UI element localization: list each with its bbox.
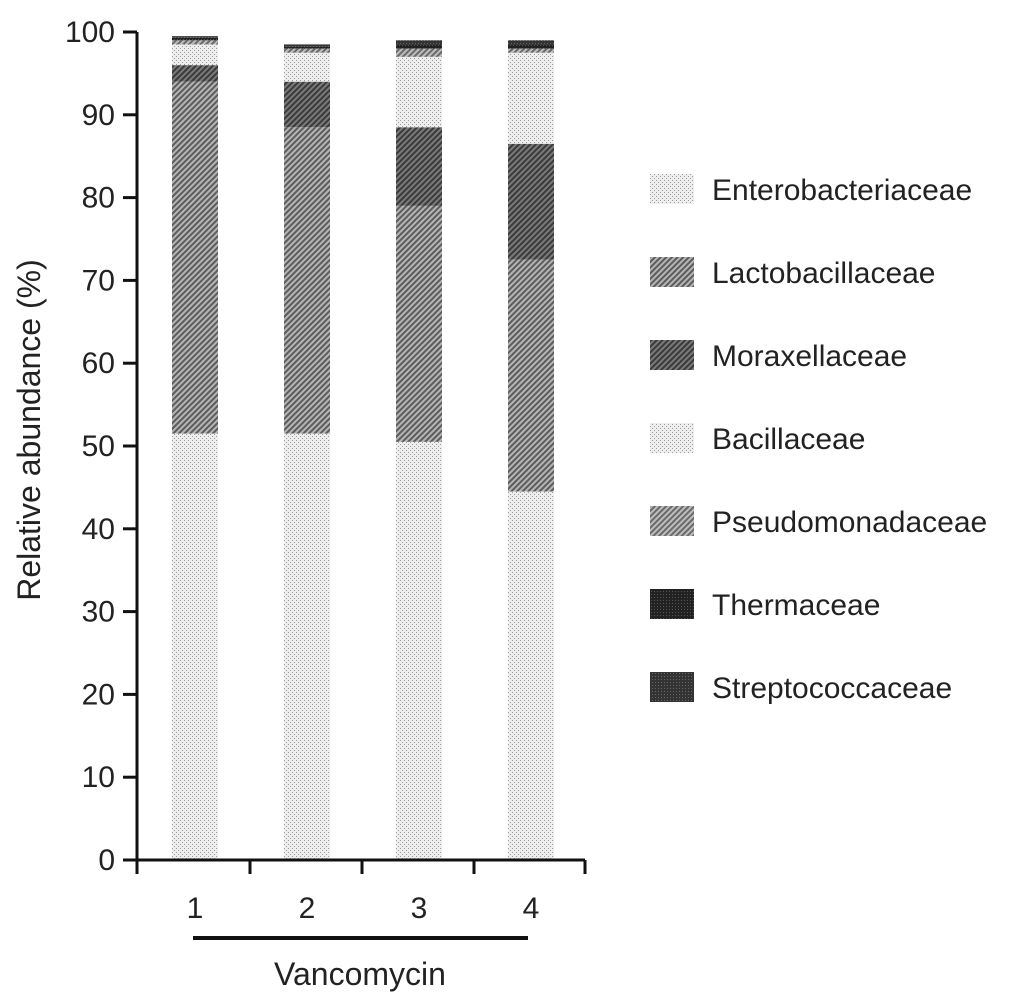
legend-label-streptococcaceae: Streptococcaceae	[712, 672, 952, 705]
bar-segment-streptococcaceae-1	[172, 36, 218, 38]
bar-segment-lactobacillaceae-1	[172, 81, 218, 434]
legend-label-pseudomonadaceae: Pseudomonadaceae	[712, 506, 987, 539]
legend-swatch-thermaceae	[650, 589, 694, 619]
bar-segment-pseudomonadaceae-4	[508, 48, 554, 53]
y-tick-label-70: 70	[82, 264, 115, 297]
bar-segment-streptococcaceae-3	[396, 40, 442, 45]
y-tick-label-90: 90	[82, 99, 115, 132]
bars-layer	[172, 36, 554, 860]
legend-label-enterobacteriaceae: Enterobacteriaceae	[712, 174, 972, 207]
bar-segment-enterobacteriaceae-3	[396, 441, 442, 860]
bar-segment-moraxellaceae-4	[508, 143, 554, 260]
bar-segment-thermaceae-4	[508, 44, 554, 49]
y-tick-label-100: 100	[65, 16, 115, 49]
bar-segment-lactobacillaceae-2	[284, 127, 330, 434]
bar-segment-pseudomonadaceae-2	[284, 48, 330, 53]
bar-segment-enterobacteriaceae-2	[284, 433, 330, 860]
bar-segment-pseudomonadaceae-1	[172, 40, 218, 45]
bar-segment-thermaceae-1	[172, 37, 218, 41]
bar-segment-lactobacillaceae-3	[396, 205, 442, 442]
bar-segment-bacillaceae-2	[284, 52, 330, 82]
bar-segment-streptococcaceae-2	[284, 44, 330, 47]
bar-segment-pseudomonadaceae-3	[396, 48, 442, 57]
y-axis-label: Relative abundance (%)	[11, 259, 47, 601]
group-label: Vancomycin	[274, 956, 446, 992]
bar-segment-lactobacillaceae-4	[508, 259, 554, 492]
y-tick-label-0: 0	[98, 844, 115, 877]
legend-label-thermaceae: Thermaceae	[712, 589, 880, 622]
legend-swatch-streptococcaceae	[650, 672, 694, 702]
x-tick-label-2: 2	[299, 892, 316, 925]
legend-swatch-pseudomonadaceae	[650, 506, 694, 536]
legend-label-lactobacillaceae: Lactobacillaceae	[712, 257, 936, 290]
bar-segment-enterobacteriaceae-1	[172, 433, 218, 860]
legend-swatch-lactobacillaceae	[650, 257, 694, 287]
legend: Enterobacteriaceae Lactobacillaceae Moraxe…	[650, 174, 987, 705]
bar-segment-bacillaceae-3	[396, 56, 442, 128]
bar-segment-bacillaceae-1	[172, 44, 218, 66]
x-tick-label-1: 1	[187, 892, 204, 925]
bar-segment-streptococcaceae-4	[508, 40, 554, 45]
y-tick-label-20: 20	[82, 678, 115, 711]
bar-segment-enterobacteriaceae-4	[508, 491, 554, 860]
legend-label-bacillaceae: Bacillaceae	[712, 423, 865, 456]
bar-segment-thermaceae-2	[284, 46, 330, 49]
legend-swatch-enterobacteriaceae	[650, 174, 694, 204]
y-tick-label-30: 30	[82, 596, 115, 629]
y-tick-label-50: 50	[82, 430, 115, 463]
bar-segment-moraxellaceae-2	[284, 81, 330, 128]
axes-layer: 0 10 20 30 40 50 60 70 80 90 100 1 2 3 4	[65, 16, 587, 925]
y-tick-label-40: 40	[82, 513, 115, 546]
bar-segment-bacillaceae-4	[508, 52, 554, 144]
x-tick-label-3: 3	[411, 892, 428, 925]
legend-swatch-bacillaceae	[650, 423, 694, 453]
y-tick-label-10: 10	[82, 761, 115, 794]
bar-segment-moraxellaceae-3	[396, 127, 442, 206]
legend-label-moraxellaceae: Moraxellaceae	[712, 340, 907, 373]
bar-segment-thermaceae-3	[396, 44, 442, 49]
y-tick-label-80: 80	[82, 182, 115, 215]
y-tick-label-60: 60	[82, 347, 115, 380]
x-tick-label-4: 4	[523, 892, 540, 925]
legend-swatch-moraxellaceae	[650, 340, 694, 370]
bar-segment-moraxellaceae-1	[172, 65, 218, 82]
